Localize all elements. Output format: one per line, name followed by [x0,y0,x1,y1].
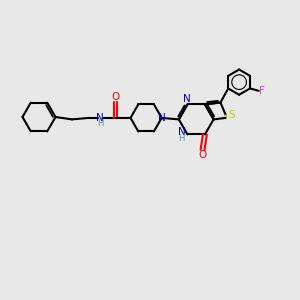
Text: H: H [97,119,104,128]
Text: S: S [228,110,235,121]
Text: H: H [178,134,184,143]
Text: N: N [158,113,166,123]
Text: N: N [183,94,190,104]
Text: N: N [178,127,186,137]
Text: F: F [259,86,265,96]
Text: O: O [111,92,120,102]
Text: N: N [96,113,104,123]
Text: O: O [198,151,207,160]
